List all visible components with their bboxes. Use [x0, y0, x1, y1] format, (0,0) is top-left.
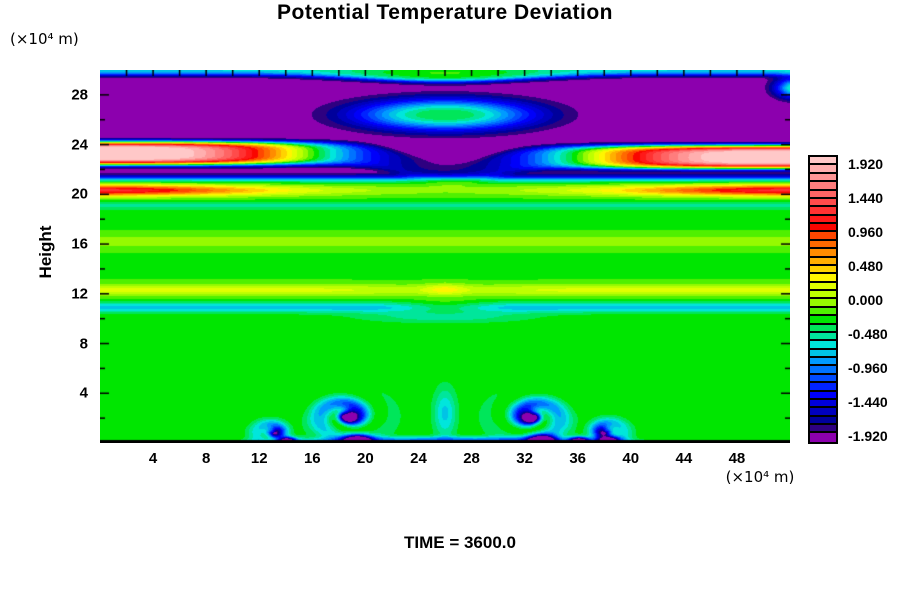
- colorbar-cell: [810, 416, 836, 425]
- x-tick-label: 4: [148, 450, 158, 467]
- heatmap-field: [100, 70, 790, 443]
- x-axis-unit-label: (×10⁴ m): [725, 468, 795, 486]
- colorbar-cell: [810, 224, 836, 233]
- colorbar-cell: [810, 349, 836, 358]
- colorbar-cell: [810, 182, 836, 191]
- x-tick-label: 40: [622, 450, 640, 467]
- y-tick-label: 8: [79, 335, 88, 353]
- colorbar-cell: [810, 282, 836, 291]
- y-tick-label: 16: [71, 235, 88, 253]
- x-tick-label: 36: [569, 450, 587, 467]
- colorbar: [808, 155, 838, 444]
- x-tick-label: 48: [728, 450, 746, 467]
- x-tick-label: 32: [516, 450, 533, 467]
- colorbar-label: 0.960: [848, 223, 884, 240]
- colorbar-cell: [810, 190, 836, 199]
- colorbar-cell: [810, 374, 836, 384]
- colorbar-cell: [810, 316, 836, 325]
- colorbar-label: 0.480: [848, 257, 884, 274]
- colorbar-cell: [810, 274, 836, 283]
- y-axis-unit-label: (×10⁴ m): [10, 30, 79, 48]
- colorbar-cell: [810, 332, 836, 342]
- x-tick-label: 12: [250, 450, 268, 467]
- x-tick-label: 24: [410, 450, 427, 467]
- colorbar-label: -0.480: [848, 325, 888, 342]
- colorbar-cell: [810, 173, 836, 183]
- colorbar-cell: [810, 358, 836, 367]
- colorbar-cell: [810, 425, 836, 434]
- colorbar-cell: [810, 157, 836, 166]
- colorbar-cell: [810, 257, 836, 266]
- colorbar-cell: [810, 299, 836, 308]
- y-tick-label: 24: [71, 136, 88, 154]
- colorbar-label: 1.440: [848, 189, 884, 206]
- colorbar-label: -1.920: [848, 427, 888, 444]
- colorbar-cell: [810, 408, 836, 417]
- colorbar-label: 0.000: [848, 291, 884, 308]
- colorbar-cell: [810, 366, 836, 375]
- y-tick-label: 12: [71, 285, 88, 303]
- colorbar-cell: [810, 198, 836, 208]
- colorbar-cell: [810, 324, 836, 333]
- colorbar-cell: [810, 341, 836, 350]
- chart-title: Potential Temperature Deviation: [276, 1, 614, 24]
- colorbar-cell: [810, 232, 836, 241]
- colorbar-cell: [810, 391, 836, 400]
- y-tick-label: 28: [71, 86, 88, 104]
- colorbar-cell: [810, 291, 836, 300]
- colorbar-cell: [810, 165, 836, 174]
- colorbar-cell: [810, 265, 836, 275]
- colorbar-label: 1.920: [848, 155, 884, 172]
- colorbar-cell: [810, 399, 836, 409]
- colorbar-cell: [810, 249, 836, 258]
- colorbar-label: -1.440: [848, 393, 888, 410]
- colorbar-cell: [810, 307, 836, 317]
- colorbar-label: -0.960: [848, 359, 888, 376]
- y-tick-label: 4: [79, 384, 88, 402]
- x-tick-label: 28: [463, 450, 480, 467]
- colorbar-cell: [810, 240, 836, 250]
- colorbar-cell: [810, 207, 836, 216]
- x-tick-label: 16: [303, 450, 321, 467]
- x-tick-label: 8: [201, 450, 211, 467]
- colorbar-cell: [810, 433, 836, 442]
- colorbar-cell: [810, 383, 836, 392]
- y-tick-label: 20: [71, 185, 88, 203]
- x-tick-label: 44: [675, 450, 693, 467]
- x-tick-label: 20: [357, 450, 374, 467]
- colorbar-cell: [810, 215, 836, 224]
- time-annotation: TIME = 3600.0: [404, 533, 516, 552]
